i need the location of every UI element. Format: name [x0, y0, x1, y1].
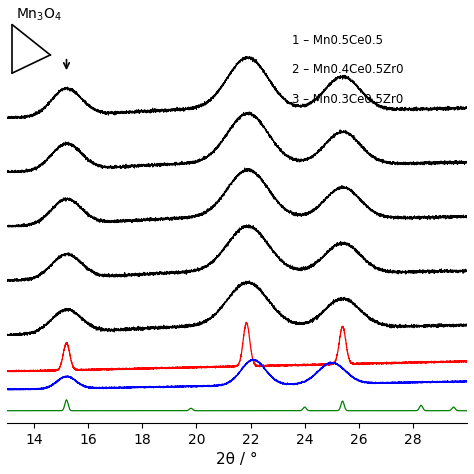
Text: Mn$_3$O$_4$: Mn$_3$O$_4$ [17, 7, 63, 23]
Text: 1 – Mn0.5Ce0.5: 1 – Mn0.5Ce0.5 [292, 34, 383, 47]
X-axis label: 2θ / °: 2θ / ° [216, 452, 258, 467]
Text: 3 – Mn0.3Ce0.5Zr0: 3 – Mn0.3Ce0.5Zr0 [292, 93, 403, 106]
Text: 2 – Mn0.4Ce0.5Zr0: 2 – Mn0.4Ce0.5Zr0 [292, 64, 404, 76]
